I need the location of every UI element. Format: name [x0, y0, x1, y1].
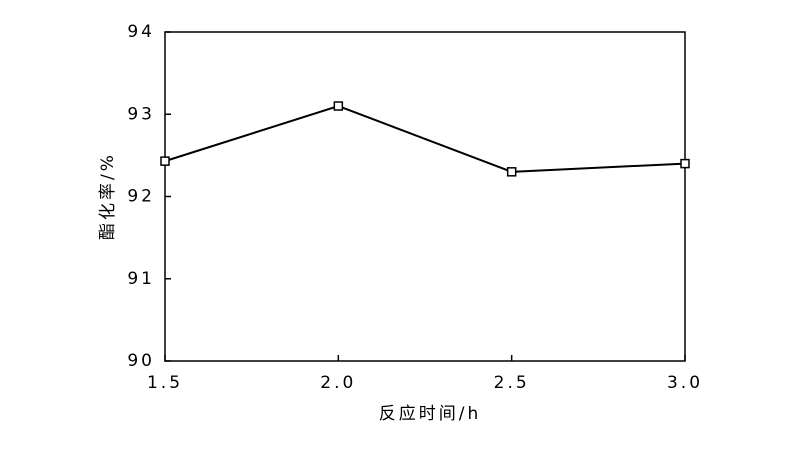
data-line — [164, 104, 686, 173]
x-tick-label: 2.5 — [494, 373, 530, 393]
y-tick-label: 90 — [127, 351, 155, 371]
data-marker — [680, 158, 690, 169]
data-marker — [333, 101, 344, 111]
data-marker — [506, 167, 517, 177]
plot-frame — [164, 31, 686, 362]
y-tick-label: 93 — [127, 104, 155, 124]
y-tick-label: 91 — [127, 269, 155, 289]
x-tick-label: 1.5 — [147, 373, 183, 393]
y-axis-label: 酯化率/% — [98, 152, 118, 240]
x-tick-label: 2.0 — [320, 373, 356, 393]
x-tick-label: 3.0 — [667, 373, 703, 393]
x-axis-label: 反应时间/h — [379, 404, 482, 424]
data-marker — [160, 156, 170, 166]
y-tick-label: 92 — [127, 187, 155, 207]
y-tick-label: 94 — [127, 22, 155, 42]
